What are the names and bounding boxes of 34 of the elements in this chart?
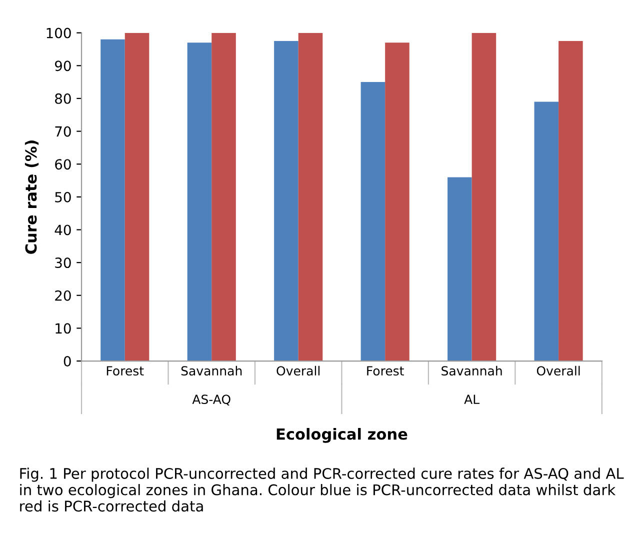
- bar: [274, 41, 298, 362]
- y-tick-label: 0: [64, 356, 71, 366]
- y-tick-label: 50: [55, 192, 71, 202]
- x-tick-label: Forest: [106, 366, 144, 376]
- x-tick-label: Overall: [536, 366, 580, 376]
- bar: [298, 32, 323, 362]
- bar: [385, 42, 410, 362]
- y-tick-label: 40: [54, 224, 71, 236]
- x-tick-label: Overall: [276, 366, 320, 376]
- y-tick-label: 80: [55, 93, 71, 104]
- text: AL: [464, 394, 480, 404]
- x-tick-label: Savannah: [181, 366, 242, 376]
- y-tick-label: 10: [56, 323, 71, 334]
- x-tick-label: Savannah: [442, 366, 502, 376]
- caption: Fig. 1 Per protocol PCR-uncorrected and PCR-corrected cure rates for AS-AQ and AL in two ecological zones in Ghana. Colour blue is PCR-uncorrected data whilst dark red is PCR-corrected data: [20, 468, 624, 512]
- x-axis-title: Ecological zone: [276, 428, 408, 443]
- y-tick-label: 20: [55, 290, 71, 301]
- x-tick-label: Forest: [367, 366, 404, 376]
- bar: [448, 177, 472, 362]
- bar: [472, 32, 496, 362]
- bar: [212, 32, 236, 362]
- y-tick-label: 90: [54, 60, 71, 72]
- y-tick-label: 60: [55, 159, 71, 170]
- bar: [558, 41, 583, 362]
- bar: [360, 82, 386, 362]
- y-tick-label: 100: [46, 28, 71, 38]
- bar: [100, 39, 125, 362]
- y-axis-title: Cure rate (%): [24, 140, 39, 254]
- bar: [187, 42, 212, 362]
- bar: [534, 102, 559, 362]
- y-tick-label: 70: [55, 126, 71, 137]
- bar: [124, 32, 150, 362]
- y-tick-label: 30: [55, 258, 71, 268]
- text: AS-AQ: [192, 394, 230, 406]
